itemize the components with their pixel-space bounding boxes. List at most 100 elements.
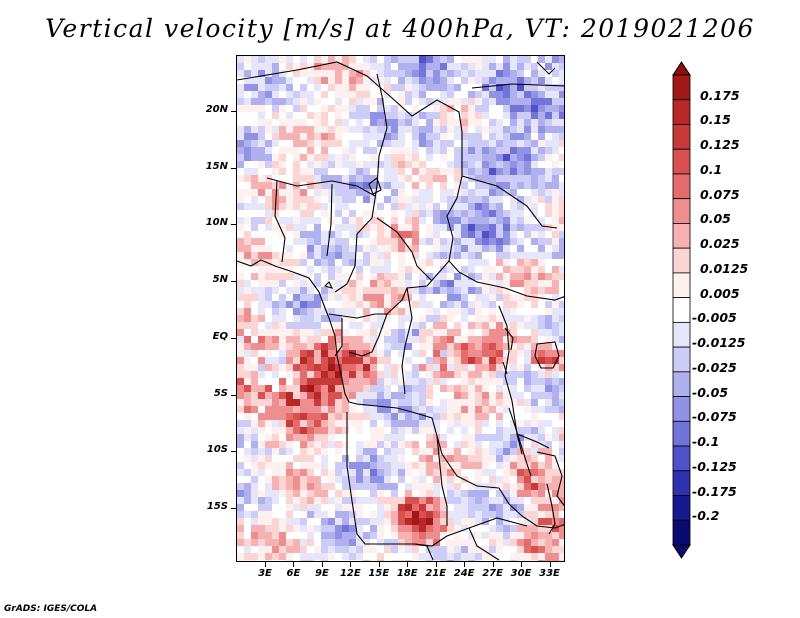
colorbar-swatch	[672, 74, 691, 101]
colorbar-label: 0.1	[700, 161, 723, 177]
lon-tick	[492, 562, 494, 567]
lon-label: 12E	[339, 568, 361, 579]
colorbar-swatch	[672, 346, 691, 373]
border	[328, 313, 376, 319]
lon-label: 3E	[258, 568, 272, 579]
lat-tick	[231, 167, 236, 169]
border	[468, 527, 500, 561]
border	[516, 433, 550, 449]
lat-label: EQ	[212, 330, 228, 342]
lat-tick	[231, 224, 236, 226]
lake-tanganyika	[508, 407, 532, 477]
lon-tick	[464, 562, 466, 567]
lat-label: 10S	[206, 444, 228, 456]
border	[237, 61, 463, 273]
lat-label: 15S	[206, 500, 228, 512]
lat-tick	[231, 507, 236, 509]
colorbar-label: 0.125	[700, 137, 740, 153]
colorbar-label: 0.005	[700, 285, 740, 301]
colorbar-label: 0.05	[700, 211, 731, 227]
colorbar-swatch	[672, 495, 691, 521]
colorbar-swatch	[672, 272, 691, 299]
lat-label: 5N	[212, 274, 228, 286]
colorbar-label: 0.0125	[700, 260, 749, 276]
lat-tick	[231, 451, 236, 453]
lon-label: 6E	[286, 568, 301, 579]
lat-label: 20N	[205, 104, 228, 115]
border	[334, 318, 343, 357]
colorbar-label: -0.075	[692, 409, 737, 425]
border	[348, 313, 388, 357]
lon-tick	[435, 562, 437, 567]
colorbar-swatch	[672, 223, 691, 249]
lat-tick	[231, 337, 236, 339]
lat-tick	[231, 281, 236, 283]
colorbar-swatch	[672, 519, 691, 546]
lon-label: 18E	[396, 568, 418, 579]
lon-tick	[521, 562, 523, 567]
lon-tick	[350, 562, 352, 567]
colorbar-label: 0.075	[700, 186, 740, 202]
border	[401, 287, 413, 395]
lon-label: 24E	[453, 568, 475, 579]
colorbar-swatch	[672, 297, 691, 323]
vertical-velocity-field	[237, 56, 564, 561]
lat-label: 10N	[205, 217, 228, 229]
colorbar-label: -0.1	[692, 434, 720, 450]
colorbar-label: 0.15	[700, 112, 731, 128]
lon-label: 21E	[425, 568, 447, 579]
colorbar-bottom-arrow	[672, 544, 691, 559]
grads-credit: GrADS: IGES/COLA	[4, 604, 98, 614]
border	[375, 260, 450, 315]
country-borders	[237, 61, 564, 561]
border	[536, 451, 564, 507]
border	[334, 233, 358, 293]
colorbar-label: 0.025	[700, 236, 740, 252]
colorbar-label: -0.2	[692, 508, 720, 524]
colorbar-swatch	[672, 124, 691, 150]
border	[326, 183, 333, 257]
border	[274, 180, 286, 263]
colorbar-swatch	[672, 396, 691, 422]
lon-tick	[293, 562, 295, 567]
lat-label: 15N	[205, 160, 228, 172]
colorbar-swatch	[672, 371, 691, 397]
colorbar-swatch	[672, 173, 691, 200]
lake-albert	[504, 327, 514, 351]
lon-tick	[265, 562, 266, 567]
border	[376, 217, 433, 282]
border	[414, 517, 528, 547]
colorbar-swatch	[672, 198, 691, 224]
lake-victoria	[534, 341, 560, 369]
colorbar-label: -0.05	[692, 384, 729, 400]
border	[498, 487, 564, 529]
border	[458, 271, 564, 301]
colorbar-top-arrow	[672, 61, 691, 76]
lat-label: 5S	[213, 387, 228, 399]
lon-label: 27E	[482, 568, 503, 579]
field-cells	[237, 56, 564, 561]
colorbar-swatch	[672, 470, 691, 496]
colorbar-label: -0.0125	[692, 335, 746, 351]
lon-label: 30E	[510, 568, 532, 579]
lat-tick	[231, 394, 236, 396]
lon-tick	[549, 562, 551, 567]
colorbar-label: -0.175	[692, 483, 737, 499]
lake-kivu	[502, 361, 508, 375]
lon-label: 33E	[539, 568, 560, 579]
colorbar-label: -0.125	[692, 458, 737, 474]
lon-label: 15E	[368, 568, 390, 579]
lon-label: 9E	[314, 568, 329, 579]
map-panel	[236, 55, 565, 562]
colorbar-swatch	[672, 445, 691, 472]
border	[266, 177, 376, 197]
lake-malawi	[546, 483, 556, 535]
border	[356, 73, 388, 235]
colorbar-label: -0.005	[692, 310, 737, 326]
chart-title: Vertical velocity [m/s] at 400hPa, VT: 2…	[45, 14, 755, 43]
border	[348, 401, 500, 489]
coastline	[237, 259, 350, 403]
colorbar-label: -0.025	[692, 359, 737, 375]
lat-tick	[231, 111, 236, 112]
